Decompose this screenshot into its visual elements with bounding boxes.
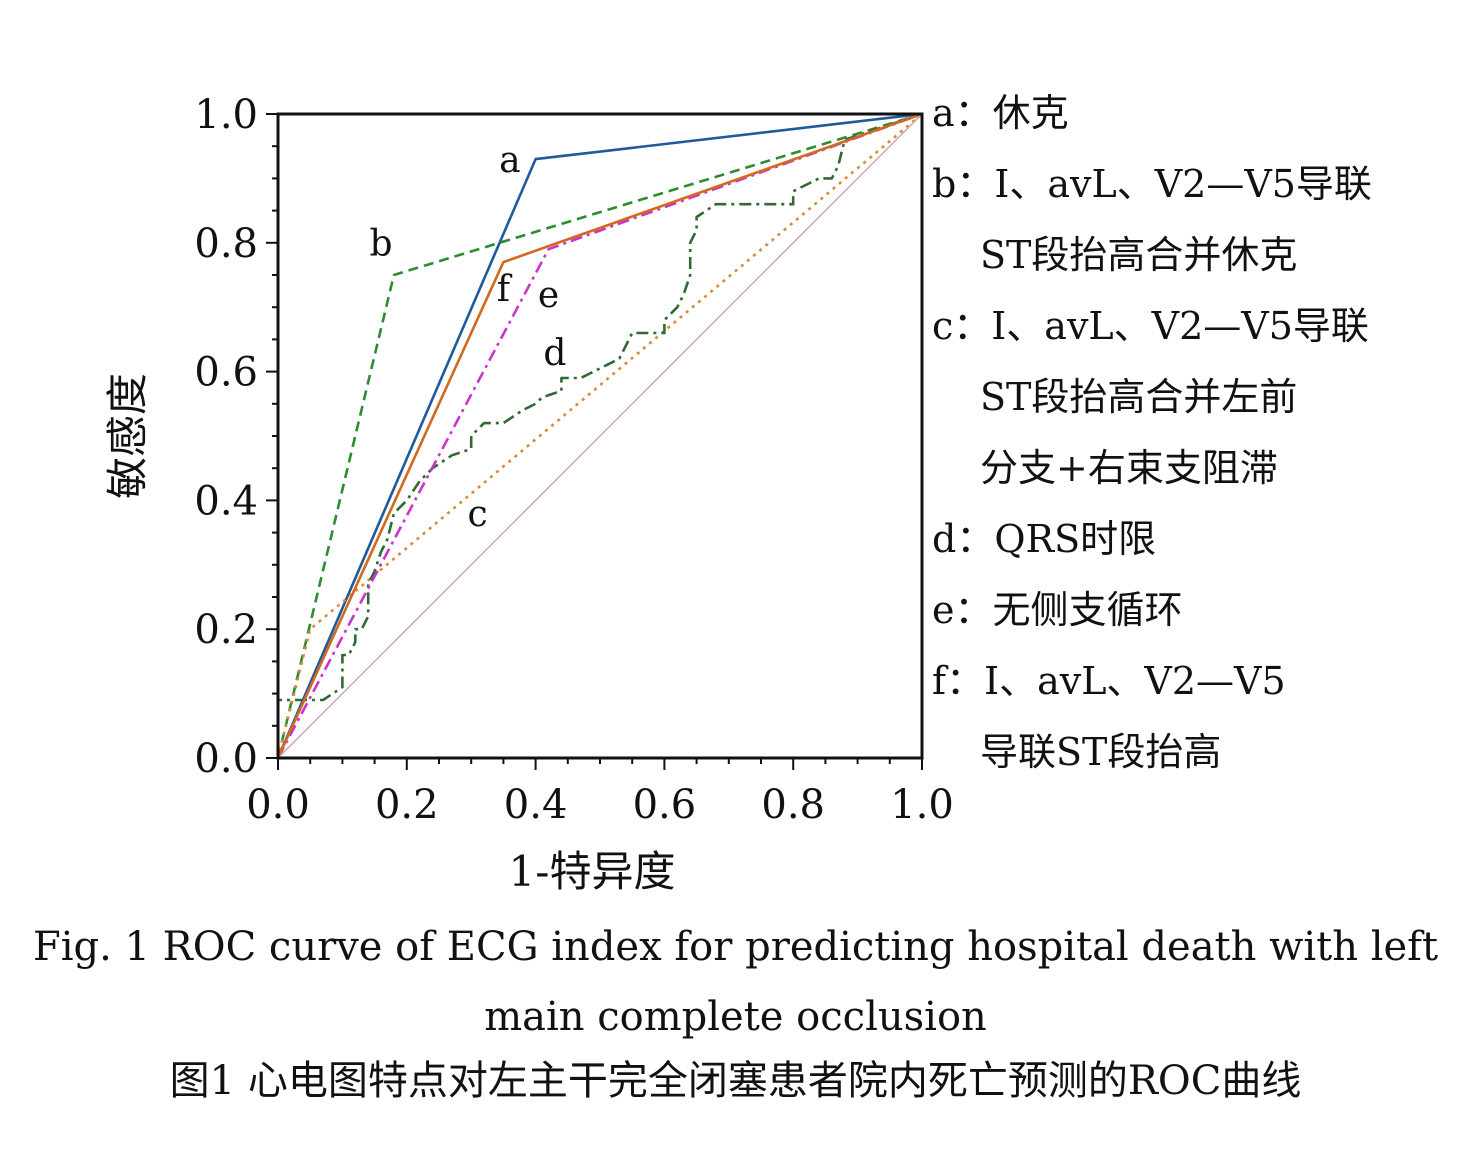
curve-tag-e: e [538, 275, 559, 316]
legend-entry: f：Ⅰ、avL、V2—V5 导联ST段抬高 [932, 646, 1462, 788]
x-tick-label: 0.2 [375, 782, 439, 828]
series-line-e [276, 112, 923, 759]
curve-tag-a: a [499, 140, 520, 181]
legend-entry-continuation: 分支+右束支阻滞 [980, 446, 1278, 490]
series-line-c [276, 113, 923, 759]
series-line-d [276, 112, 923, 758]
x-tick-label: 0.6 [633, 782, 697, 828]
y-tick-label: 0.6 [194, 350, 258, 396]
roc-chart: 0.0 0.2 0.4 0.6 0.8 1.0 0.0 0.2 0.4 0.6 0.8 1.0 a b c… [103, 92, 954, 896]
y-tick-label: 0.8 [194, 221, 258, 267]
ticks-layer: 0.0 0.2 0.4 0.6 0.8 1.0 0.0 0.2 0.4 0.6 0.8 1.0 [194, 92, 953, 828]
legend-entry: d：QRS时限 [932, 504, 1462, 575]
series-line-reference [277, 113, 923, 759]
y-tick-label: 1.0 [194, 92, 258, 138]
legend-entry-label: b：Ⅰ、avL、V2—V5导联 [932, 162, 1372, 206]
curve-tag-f: f [497, 269, 513, 310]
legend-entry: e：无侧支循环 [932, 575, 1462, 646]
legend-entry: a：休克 [932, 78, 1462, 149]
y-tick-label: 0.2 [194, 607, 258, 653]
y-axis-title: 敏感度 [103, 373, 152, 499]
curve-tag-c: c [468, 494, 488, 535]
legend-entry: b：Ⅰ、avL、V2—V5导联 ST段抬高合并休克 [932, 149, 1462, 291]
curve-tags-layer: a b c def [370, 140, 567, 535]
curve-tag-d: d [543, 333, 566, 374]
legend-entry-label: d：QRS时限 [932, 517, 1157, 561]
legend-entry-continuation: 导联ST段抬高 [980, 730, 1222, 774]
legend-entry-label: f：Ⅰ、avL、V2—V5 [932, 659, 1286, 703]
x-axis-title: 1-特异度 [509, 847, 676, 896]
legend-entry-continuation: ST段抬高合并左前 [980, 375, 1298, 419]
legend-entry-label: e：无侧支循环 [932, 588, 1183, 632]
series-line-f [276, 112, 923, 759]
series-line-a [276, 112, 923, 759]
y-tick-label: 0.0 [194, 736, 258, 782]
caption-english: Fig. 1 ROC curve of ECG index for predic… [0, 912, 1471, 1052]
legend-entry-continuation: ST段抬高合并休克 [980, 233, 1298, 277]
x-tick-label: 1.0 [890, 782, 954, 828]
curves-layer [276, 112, 923, 759]
x-tick-label: 0.8 [761, 782, 825, 828]
series-line-b [276, 112, 923, 759]
x-tick-label: 0.0 [246, 782, 310, 828]
legend-entry-label: a：休克 [932, 91, 1069, 135]
caption-chinese: 图1 心电图特点对左主干完全闭塞患者院内死亡预测的ROC曲线 [169, 1058, 1302, 1104]
curve-tag-b: b [370, 224, 393, 265]
x-tick-label: 0.4 [504, 782, 568, 828]
caption-english-line-2: main complete occlusion [484, 994, 987, 1040]
legend: a：休克 b：Ⅰ、avL、V2—V5导联 ST段抬高合并休克 c：Ⅰ、avL、V2—V… [932, 78, 1462, 788]
legend-entry-label: c：Ⅰ、avL、V2—V5导联 [932, 304, 1369, 348]
y-tick-label: 0.4 [194, 478, 258, 524]
legend-entry: c：Ⅰ、avL、V2—V5导联 ST段抬高合并左前 分支+右束支阻滞 [932, 291, 1462, 504]
caption-english-line-1: Fig. 1 ROC curve of ECG index for predic… [32, 924, 1439, 970]
